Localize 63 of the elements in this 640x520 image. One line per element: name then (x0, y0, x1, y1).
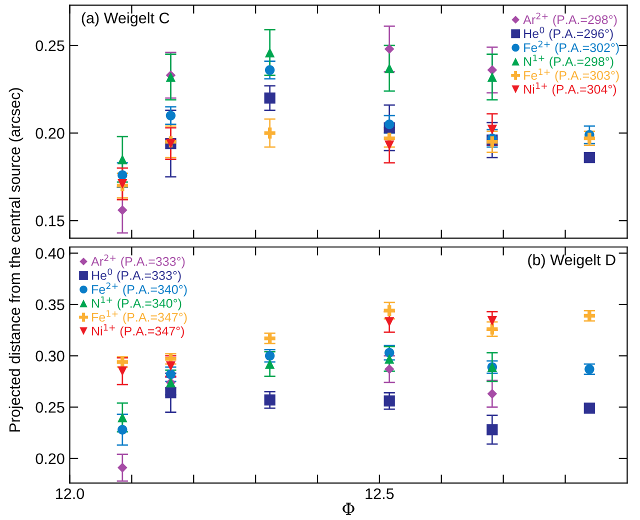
legend-label: Fe$^{2+}$ (P.A.=302°) (524, 40, 619, 55)
point (384, 140, 394, 150)
point (486, 324, 498, 335)
point (384, 395, 395, 407)
point (487, 316, 498, 326)
legend-label: Fe$^{2+}$ (P.A.=340°) (92, 282, 187, 296)
y-tick-label: 0.30 (36, 350, 64, 362)
point (384, 305, 395, 316)
point (264, 48, 275, 58)
point (384, 119, 394, 130)
point (584, 152, 595, 164)
y-tick-label: 0.20 (36, 453, 64, 464)
point (487, 388, 498, 399)
legend-label: Ar$^{2+}$ (P.A.=298°) (523, 12, 617, 27)
point (118, 412, 128, 422)
y-tick-label: 0.40 (36, 248, 64, 259)
legend-label: N$^{1+}$ (P.A.=298°) (524, 54, 614, 68)
point (117, 205, 128, 216)
point (118, 179, 128, 189)
point (264, 92, 276, 104)
point (165, 387, 176, 398)
y-tick-label: 0.25 (36, 40, 64, 52)
point (384, 354, 394, 364)
point (264, 359, 275, 369)
point (264, 65, 275, 75)
legend-label: Ar$^{2+}$ (P.A.=333°) (91, 254, 185, 268)
point (264, 128, 276, 139)
x-tick-label: 12.5 (366, 488, 394, 500)
y-tick-label: 0.20 (36, 128, 64, 139)
point (118, 170, 128, 180)
point (384, 317, 394, 327)
legend-label: Ni$^{1+}$ (P.A.=304°) (524, 82, 616, 96)
legend-label: Fe$^{1+}$ (P.A.=303°) (524, 68, 619, 82)
annotation: (a) Weigelt C (82, 12, 170, 26)
legend-label: He$^{0}$ (P.A.=296°) (524, 26, 613, 41)
point (166, 110, 176, 120)
point (166, 369, 176, 380)
legend-label: N$^{1+}$ (P.A.=340°) (92, 296, 182, 310)
y-tick-label: 0.25 (36, 402, 64, 413)
point (118, 154, 128, 164)
point (384, 364, 394, 374)
point (166, 361, 176, 371)
x-axis-title: Φ (342, 502, 354, 515)
y-axis-title: Projected distance from the central source (arcsec) (8, 88, 24, 432)
y-tick-label: 0.35 (36, 299, 64, 310)
point (384, 63, 394, 74)
point (584, 132, 595, 144)
x-tick-label: 12.0 (56, 488, 84, 500)
legend-label: Fe$^{1+}$ (P.A.=347°) (92, 310, 187, 324)
point (118, 366, 128, 376)
point (487, 72, 498, 82)
point (487, 65, 498, 75)
point (486, 424, 498, 436)
legend-label: Ni$^{1+}$ (P.A.=347°) (92, 324, 184, 338)
annotation: (b) Weigelt D (528, 254, 616, 268)
y-tick-label: 0.15 (36, 216, 64, 226)
point (264, 394, 276, 406)
point (584, 402, 595, 414)
point (118, 424, 128, 435)
point (117, 462, 128, 473)
point (487, 124, 498, 134)
legend-label: He$^{0}$ (P.A.=333°) (92, 268, 181, 282)
point (384, 44, 394, 54)
